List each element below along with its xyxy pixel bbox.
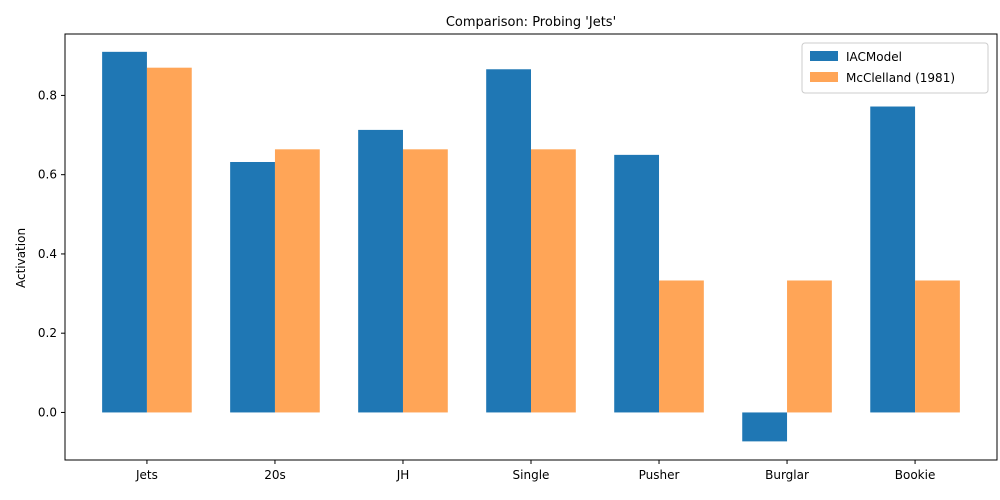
x-tick-label: Burglar <box>765 468 809 482</box>
bar-single-series-1 <box>486 69 531 413</box>
bar-jh-series-1 <box>358 129 403 413</box>
y-axis-label: Activation <box>14 228 28 288</box>
bar-pusher-series-1 <box>614 154 660 413</box>
x-tick-label: Single <box>513 468 550 482</box>
legend: IACModel McClelland (1981) <box>801 42 989 94</box>
legend-swatch-series-2 <box>810 72 838 82</box>
bar-bookie-series-1 <box>870 106 916 413</box>
y-tick-label: 0.4 <box>38 247 57 261</box>
bar-jets-series-1 <box>102 51 147 413</box>
bar-20s-series-2 <box>274 149 320 413</box>
legend-label-series-1: IACModel <box>846 50 902 64</box>
ticks-group: Jets 20s JH Single Pusher Burglar Bookie 0.0 0.2… <box>38 88 935 482</box>
legend-swatch-series-1 <box>810 51 838 61</box>
bar-burglar-series-2 <box>787 280 832 413</box>
y-tick-label: 0.6 <box>38 168 57 182</box>
plot-frame <box>64 33 998 461</box>
bar-20s-series-1 <box>230 161 275 413</box>
y-tick-label: 0.0 <box>38 405 57 419</box>
chart-title: Comparison: Probing 'Jets' <box>446 15 616 30</box>
bar-pusher-series-2 <box>659 280 704 413</box>
bar-burglar-series-1 <box>742 412 788 442</box>
x-tick-label: Bookie <box>895 468 936 482</box>
x-tick-label: JH <box>396 468 410 482</box>
legend-label-series-2: McClelland (1981) <box>846 71 955 85</box>
bars-group <box>102 51 960 442</box>
bar-bookie-series-2 <box>915 280 960 413</box>
bar-single-series-2 <box>531 149 576 413</box>
bar-jh-series-2 <box>402 149 448 413</box>
legend-box <box>801 42 989 94</box>
y-tick-label: 0.8 <box>38 88 57 102</box>
x-tick-label: Pusher <box>639 468 680 482</box>
x-tick-label: Jets <box>135 468 158 482</box>
y-tick-label: 0.2 <box>38 326 57 340</box>
bar-jets-series-2 <box>146 67 192 413</box>
x-tick-label: 20s <box>264 468 286 482</box>
